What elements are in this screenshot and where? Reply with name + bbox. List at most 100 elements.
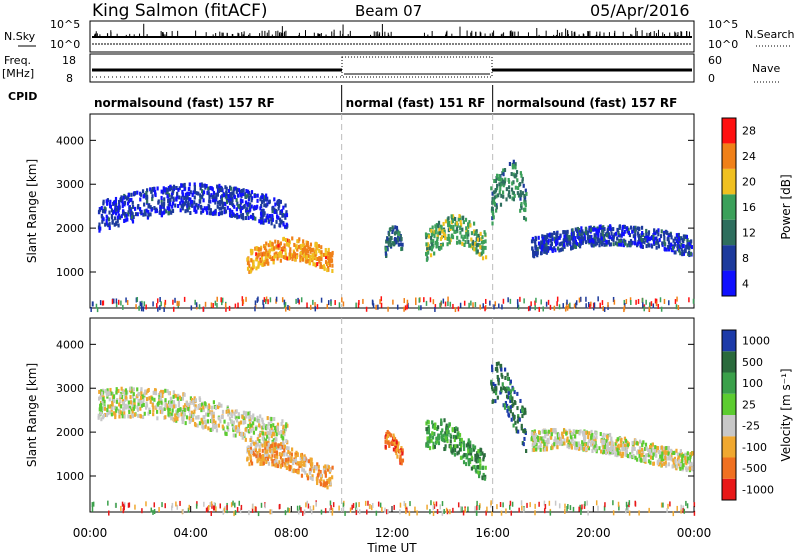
ground-scatter-cell <box>522 507 525 513</box>
data-cell <box>560 437 563 442</box>
data-cell <box>483 476 487 481</box>
data-cell <box>253 205 256 210</box>
colorbar-swatch <box>722 393 736 415</box>
colorbar-tick-label: -500 <box>742 462 767 475</box>
data-cell <box>596 226 599 231</box>
data-cell <box>520 193 523 198</box>
data-cell <box>663 239 666 244</box>
data-cell <box>273 209 276 214</box>
data-cell <box>180 412 183 417</box>
data-cell <box>481 256 485 261</box>
data-cell <box>287 256 291 261</box>
data-cell <box>273 449 277 454</box>
data-cell <box>499 183 502 188</box>
data-cell <box>498 182 501 187</box>
data-cell <box>111 219 114 224</box>
data-cell <box>671 464 674 469</box>
data-cell <box>256 198 259 203</box>
data-cell <box>250 198 253 203</box>
data-cell <box>658 450 661 455</box>
data-cell <box>474 457 477 462</box>
data-cell <box>453 452 457 457</box>
data-cell <box>115 203 118 208</box>
data-cell <box>672 238 675 243</box>
data-cell <box>553 231 556 236</box>
ground-scatter-cell <box>298 299 300 305</box>
data-cell <box>570 443 573 448</box>
data-cell <box>220 206 223 211</box>
ground-scatter-cell <box>171 502 174 508</box>
data-cell <box>200 402 204 407</box>
data-cell <box>265 203 268 208</box>
data-cell <box>299 453 303 458</box>
colorbar-frame <box>721 329 737 501</box>
data-cell <box>606 434 609 439</box>
ground-scatter-cell <box>442 298 445 304</box>
data-cell <box>323 481 326 486</box>
data-cell <box>666 231 669 236</box>
data-cell <box>128 410 131 415</box>
data-cell <box>244 427 247 432</box>
data-cell <box>441 434 444 439</box>
data-cell <box>254 246 257 251</box>
data-cell <box>618 239 621 244</box>
data-cell <box>558 433 561 438</box>
data-cell <box>175 418 178 423</box>
data-cell <box>394 446 397 451</box>
data-cell <box>236 429 239 434</box>
data-cell <box>100 389 103 394</box>
data-cell <box>645 228 648 233</box>
data-cell <box>477 464 480 469</box>
data-cell <box>592 227 595 232</box>
data-cell <box>162 203 166 208</box>
data-cell <box>684 452 687 457</box>
data-cell <box>498 190 501 195</box>
data-cell <box>115 207 118 212</box>
ground-scatter-cell <box>462 510 465 516</box>
data-cell <box>272 438 275 443</box>
data-cell <box>259 216 262 221</box>
ground-scatter-cell <box>482 303 484 309</box>
data-cell <box>122 195 125 200</box>
data-cell <box>282 205 285 210</box>
data-cell <box>137 398 140 403</box>
nsearch-tick-low: 10^0 <box>708 38 738 51</box>
data-cell <box>540 439 544 444</box>
data-cell <box>495 205 498 210</box>
data-cell <box>434 425 437 430</box>
data-cell <box>520 201 523 206</box>
data-cell <box>472 465 475 470</box>
data-cell <box>524 429 527 434</box>
data-cell <box>640 453 643 458</box>
data-cell <box>519 208 522 213</box>
ground-scatter-cell <box>230 502 233 508</box>
data-cell <box>300 473 304 478</box>
ground-scatter-cell <box>288 305 291 311</box>
ground-scatter-cell <box>349 507 352 513</box>
data-cell <box>268 252 271 257</box>
ground-scatter-cell <box>641 297 644 303</box>
data-cell <box>171 408 174 413</box>
data-cell <box>512 197 515 202</box>
ground-scatter-cell <box>358 509 361 515</box>
ground-scatter-cell <box>134 504 136 510</box>
data-cell <box>199 186 202 191</box>
data-cell <box>640 238 643 243</box>
data-cell <box>174 203 177 208</box>
ground-scatter-cell <box>592 302 595 308</box>
data-cell <box>550 435 553 440</box>
data-cell <box>270 416 273 421</box>
ground-scatter-cell <box>403 500 406 506</box>
ground-scatter-cell <box>542 306 544 312</box>
data-cell <box>252 415 255 420</box>
data-cell <box>585 442 588 447</box>
data-cell <box>274 442 277 447</box>
data-cell <box>249 248 253 253</box>
data-cell <box>385 431 388 436</box>
data-cell <box>525 191 528 196</box>
data-cell <box>250 258 253 263</box>
ground-scatter-cell <box>314 302 316 308</box>
data-cell <box>292 469 295 474</box>
data-cell <box>266 441 269 446</box>
